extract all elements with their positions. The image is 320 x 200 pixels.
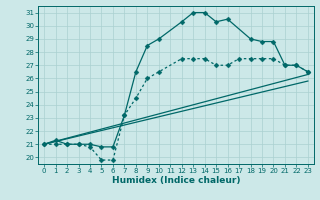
X-axis label: Humidex (Indice chaleur): Humidex (Indice chaleur)	[112, 176, 240, 185]
